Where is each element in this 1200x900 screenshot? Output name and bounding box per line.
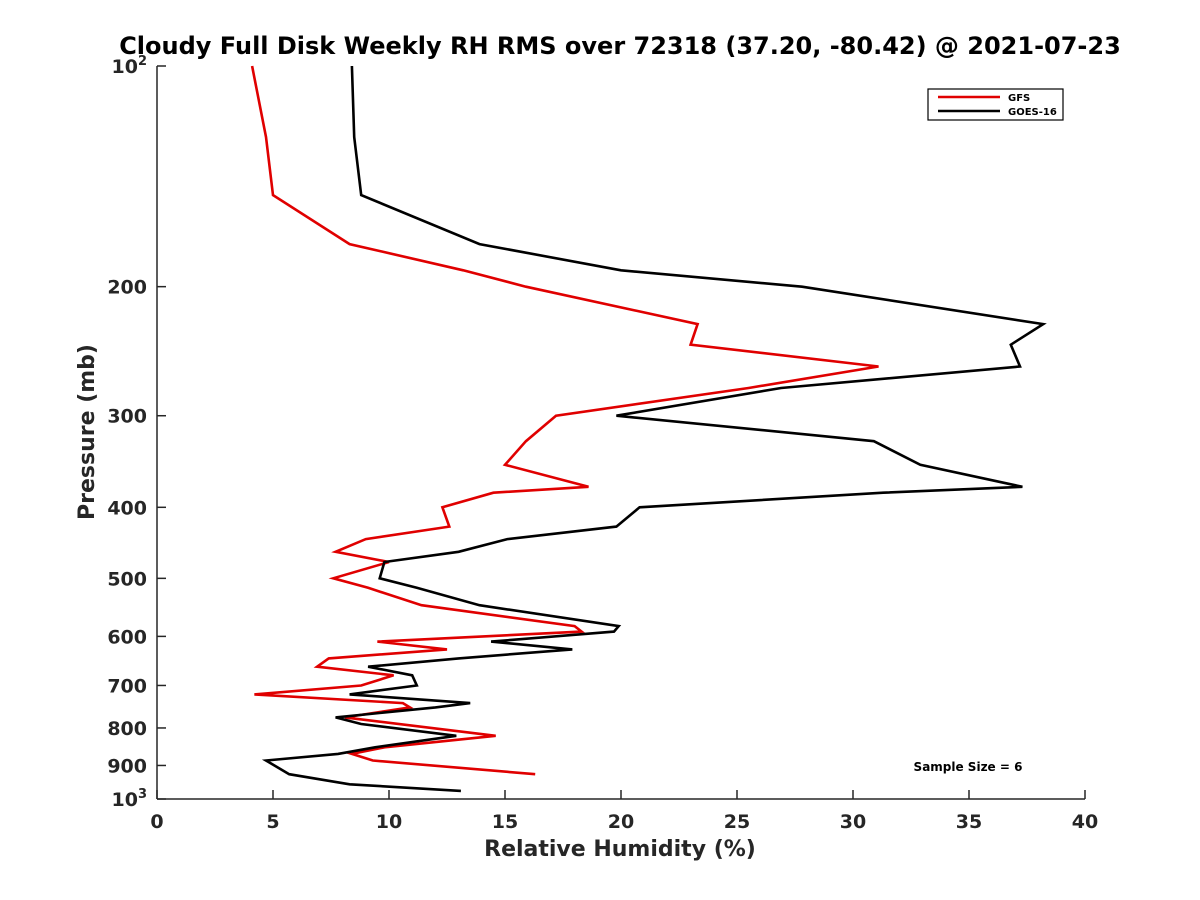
x-tick-labels: 0 5 10 15 20 25 30 35 40 (150, 811, 1098, 833)
x-tick-label: 5 (266, 811, 279, 833)
x-tick-label: 15 (492, 811, 518, 833)
y-tick-label: 400 (107, 497, 147, 519)
y-tick-label: 102 (112, 54, 148, 78)
y-tick-label: 200 (107, 277, 147, 299)
x-axis-label: Relative Humidity (%) (484, 837, 756, 862)
x-tick-label: 40 (1072, 811, 1098, 833)
y-tick-label: 103 (112, 787, 148, 811)
x-tick-label: 20 (608, 811, 634, 833)
chart-title: Cloudy Full Disk Weekly RH RMS over 7231… (119, 32, 1121, 60)
y-axis-label: Pressure (mb) (75, 344, 100, 520)
series-line-gfs (250, 65, 879, 776)
x-tick-label: 35 (956, 811, 982, 833)
series-layer (250, 65, 1047, 793)
legend-label-gfs: GFS (1008, 93, 1030, 104)
x-tick-label: 0 (150, 811, 163, 833)
series-line-goes16 (261, 65, 1047, 793)
legend: GFS GOES-16 (927, 88, 1064, 121)
plot-area (156, 65, 1086, 800)
y-tick-label: 800 (107, 718, 147, 740)
y-tick-label: 500 (107, 568, 147, 590)
x-tick-label: 25 (724, 811, 750, 833)
sample-size-annotation: Sample Size = 6 (914, 760, 1023, 774)
legend-box (927, 88, 1064, 121)
y-tick-labels: 102 200 300 400 500 600 700 800 900 103 (107, 54, 147, 811)
x-tick-label: 30 (840, 811, 866, 833)
y-tick-label: 600 (107, 626, 147, 648)
y-tick-label: 700 (107, 675, 147, 697)
y-tick-label: 900 (107, 755, 147, 777)
legend-label-goes16: GOES-16 (1008, 107, 1057, 118)
axes-layer (156, 65, 1086, 800)
x-tick-label: 10 (376, 811, 402, 833)
y-tick-label: 300 (107, 406, 147, 428)
